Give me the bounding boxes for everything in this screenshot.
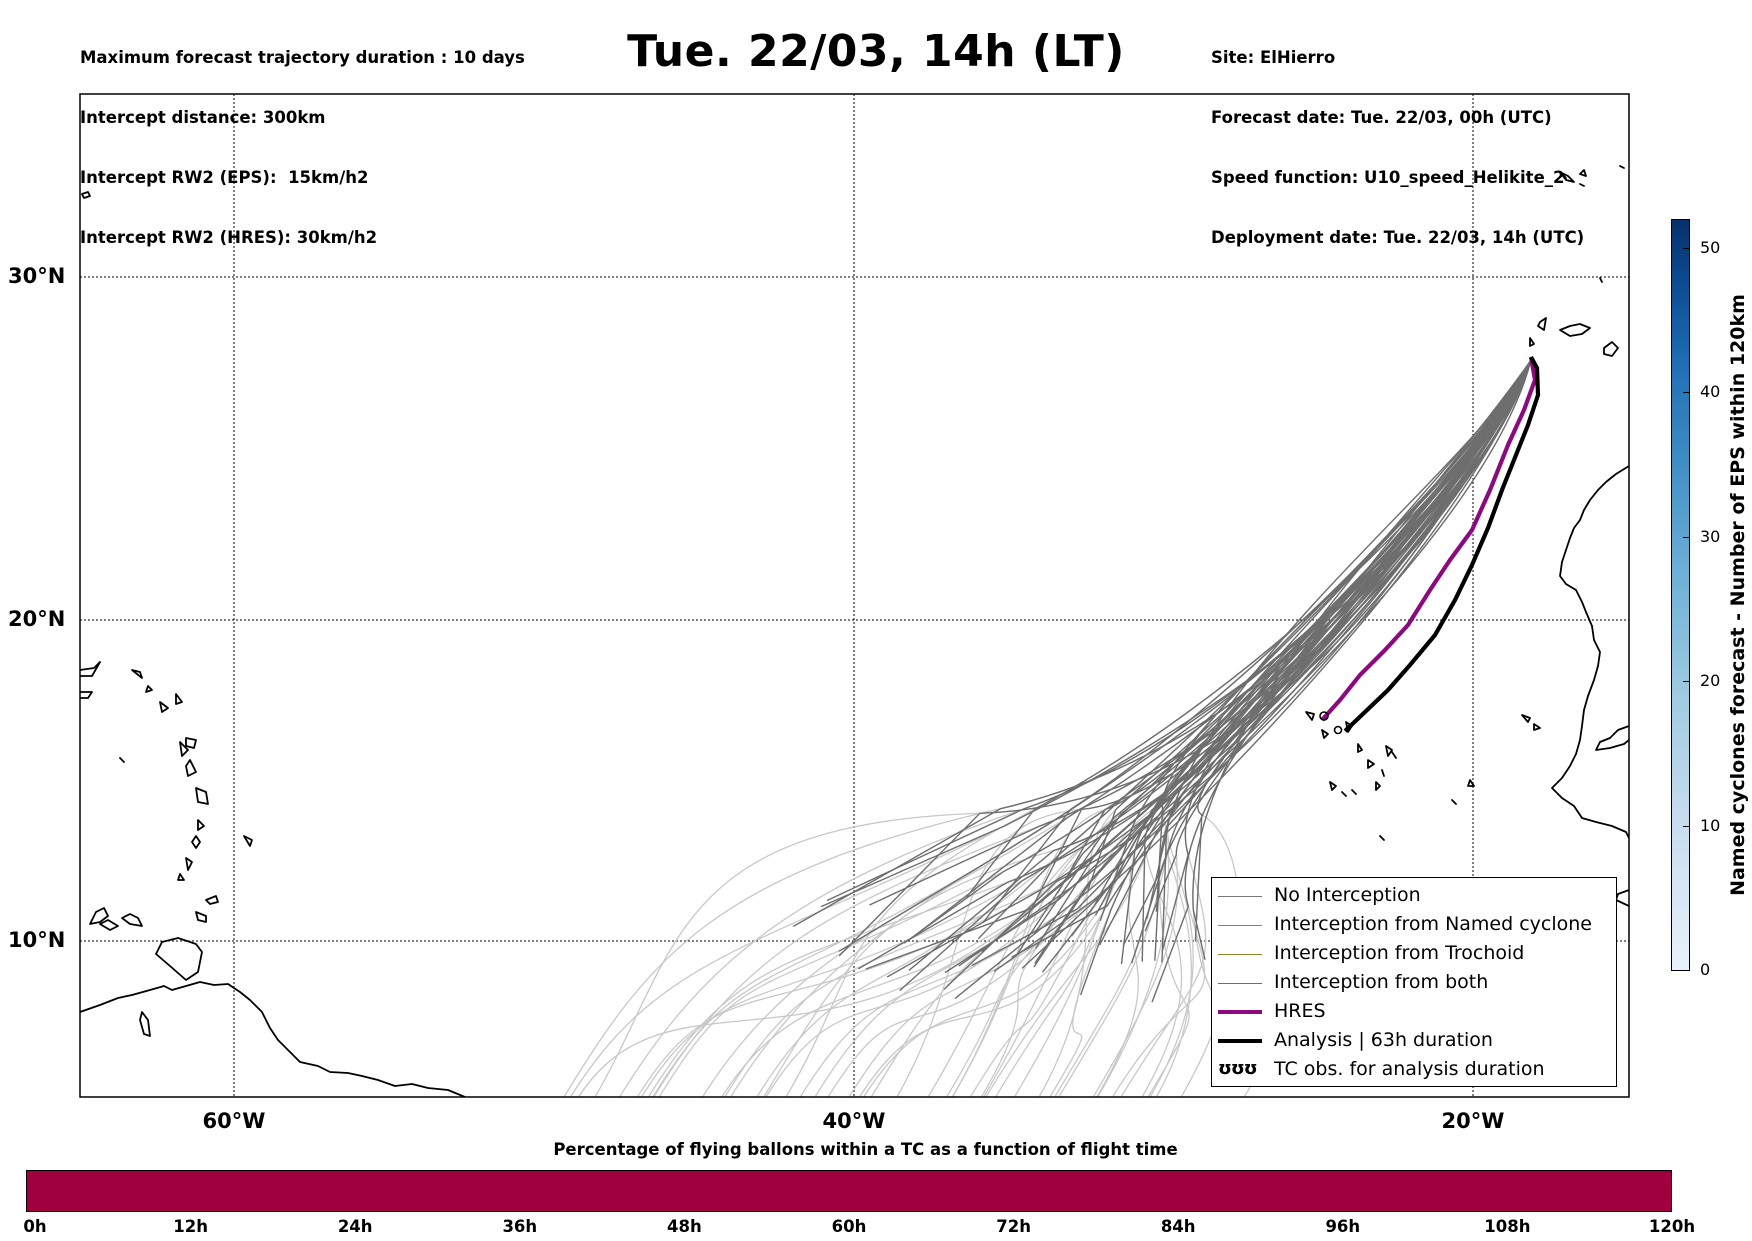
flight-time-tick-label: 36h — [502, 1217, 538, 1236]
colorbar-tick-label: 0 — [1700, 960, 1711, 979]
header-right-line: Deployment date: Tue. 22/03, 14h (UTC) — [1211, 228, 1585, 247]
header-left-line: Intercept RW2 (EPS): 15km/h2 — [80, 168, 369, 187]
lon-label-40w: 40°W — [822, 1109, 886, 1133]
legend-swatch — [1218, 983, 1262, 984]
colorbar-tick-label: 10 — [1700, 816, 1721, 835]
lon-label-60w: 60°W — [202, 1109, 266, 1133]
lat-label-20n: 20°N — [8, 607, 66, 631]
map-frame — [79, 93, 1630, 1098]
legend-label: No Interception — [1274, 884, 1421, 906]
ensemble-trajectories — [792, 359, 1532, 1003]
legend-item-named-cyclone: Interception from Named cyclone — [1212, 911, 1616, 940]
flight-time-tick-label: 72h — [996, 1217, 1031, 1236]
legend-swatch — [1218, 954, 1262, 955]
header-left-line: Intercept distance: 300km — [80, 108, 326, 127]
flight-time-tick-label: 60h — [831, 1217, 867, 1236]
tc-obs-marker-icon: ʊʊʊ — [1218, 1058, 1258, 1079]
flight-time-tick-label: 12h — [173, 1217, 208, 1236]
legend-label: Interception from both — [1274, 971, 1489, 993]
header-info-right: Site: ElHierro Forecast date: Tue. 22/03… — [1211, 8, 1584, 268]
graticule — [80, 94, 1629, 1097]
flight-time-colorbar — [26, 1170, 1672, 1212]
colorbar-tickmark — [1683, 248, 1690, 249]
flight-time-tick-label: 24h — [337, 1217, 373, 1236]
flight-time-colorbar-title: Percentage of flying ballons within a TC… — [553, 1140, 1178, 1159]
colorbar-right-label: Named cyclones forecast - Number of EPS … — [1727, 294, 1749, 896]
colorbar-tickmark — [1683, 392, 1690, 393]
legend-swatch — [1218, 925, 1262, 926]
legend-item-trochoid: Interception from Trochoid — [1212, 940, 1616, 969]
map-legend: No Interception Interception from Named … — [1211, 877, 1617, 1087]
header-info-left: Maximum forecast trajectory duration : 1… — [80, 8, 525, 268]
header-right-line: Forecast date: Tue. 22/03, 00h (UTC) — [1211, 108, 1552, 127]
lon-label-20w: 20°W — [1441, 1109, 1505, 1133]
analysis-trajectory — [1343, 355, 1541, 733]
legend-swatch — [1218, 1039, 1262, 1043]
legend-label: Interception from Trochoid — [1274, 942, 1525, 964]
legend-label: TC obs. for analysis duration — [1274, 1058, 1545, 1080]
hres-trajectory — [1320, 356, 1538, 722]
flight-time-tick-label: 108h — [1484, 1217, 1531, 1236]
legend-label: HRES — [1274, 1000, 1326, 1022]
legend-swatch — [1218, 896, 1262, 897]
legend-item-no-interception: No Interception — [1212, 882, 1616, 911]
header-right-line: Site: ElHierro — [1211, 48, 1336, 67]
header-left-line: Maximum forecast trajectory duration : 1… — [80, 48, 525, 67]
legend-item-analysis: Analysis | 63h duration — [1212, 1027, 1616, 1056]
tc-obs-markers — [1319, 711, 1343, 735]
flight-time-tick-label: 120h — [1648, 1217, 1696, 1236]
colorbar-tickmark — [1683, 537, 1690, 538]
legend-item-tc-obs: ʊʊʊ TC obs. for analysis duration — [1212, 1056, 1616, 1085]
header-left-line: Intercept RW2 (HRES): 30km/h2 — [80, 228, 378, 247]
legend-item-both: Interception from both — [1212, 969, 1616, 998]
map-title: Tue. 22/03, 14h (LT) — [627, 26, 1125, 77]
coastlines — [80, 165, 1629, 1097]
colorbar-tick-label: 30 — [1700, 527, 1721, 546]
flight-time-tick-label: 84h — [1160, 1217, 1196, 1236]
legend-item-hres: HRES — [1212, 998, 1616, 1027]
colorbar-tick-label: 20 — [1700, 671, 1721, 690]
flight-time-tick-label: 0h — [23, 1217, 47, 1236]
header-right-line: Speed function: U10_speed_Helikite_2 — [1211, 168, 1565, 187]
colorbar-tickmark — [1683, 970, 1690, 971]
eps-count-colorbar — [1671, 219, 1690, 971]
colorbar-tick-label: 40 — [1700, 382, 1721, 401]
colorbar-tickmark — [1683, 826, 1690, 827]
flight-time-tick-label: 96h — [1325, 1217, 1361, 1236]
lat-label-10n: 10°N — [8, 928, 66, 952]
legend-label: Analysis | 63h duration — [1274, 1029, 1493, 1051]
colorbar-tickmark — [1683, 681, 1690, 682]
colorbar-tick-label: 50 — [1700, 238, 1721, 257]
lat-label-30n: 30°N — [8, 264, 66, 288]
legend-swatch — [1218, 1010, 1262, 1014]
legend-label: Interception from Named cyclone — [1274, 913, 1592, 935]
flight-time-tick-label: 48h — [667, 1217, 702, 1236]
